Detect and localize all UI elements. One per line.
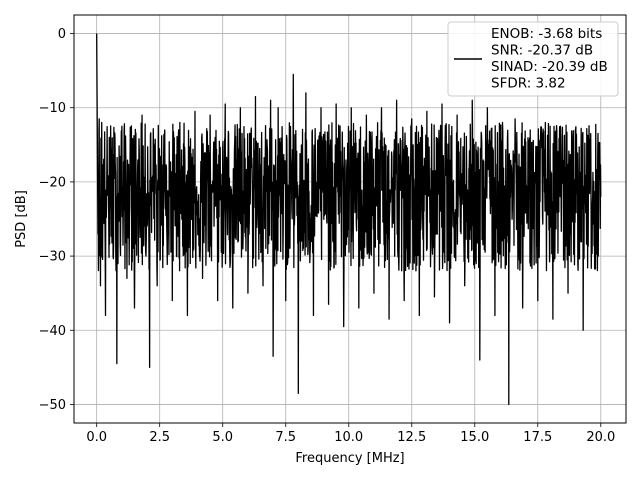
y-tick-label: 0	[58, 27, 66, 42]
legend-box	[447, 21, 619, 97]
x-tick-label: 15.0	[460, 430, 489, 445]
y-tick-label: −20	[39, 175, 66, 190]
plot-area	[96, 33, 602, 406]
legend-entry: ENOB: -3.68 bits	[491, 26, 602, 42]
x-tick-label: 20.0	[586, 430, 615, 445]
x-tick-label: 0.0	[86, 430, 107, 445]
x-tick-label: 2.5	[149, 430, 170, 445]
legend-entry: SINAD: -20.39 dB	[491, 59, 608, 75]
x-tick-label: 17.5	[523, 430, 552, 445]
y-tick-label: −40	[39, 324, 66, 339]
x-axis: 0.0 2.5 5.0 7.5 10.0 12.5 15.0 17.5 20.0	[86, 423, 615, 445]
y-axis-title: PSD [dB]	[14, 190, 29, 248]
y-axis: 0 −10 −20 −30 −40 −50	[39, 27, 74, 413]
x-tick-label: 12.5	[397, 430, 426, 445]
x-axis-title: Frequency [MHz]	[295, 451, 404, 466]
plot-frame	[73, 14, 627, 424]
x-tick-label: 5.0	[212, 430, 233, 445]
series-group	[96, 33, 602, 406]
legend-entry: SFDR: 3.82	[491, 76, 566, 92]
x-tick-label: 7.5	[275, 430, 296, 445]
x-tick-label: 10.0	[334, 430, 363, 445]
y-tick-label: −30	[39, 250, 66, 265]
y-tick-label: −10	[39, 101, 66, 116]
y-tick-label: −50	[39, 398, 66, 413]
legend-entry: SNR: -20.37 dB	[491, 43, 593, 59]
psd-series-line	[96, 33, 602, 406]
